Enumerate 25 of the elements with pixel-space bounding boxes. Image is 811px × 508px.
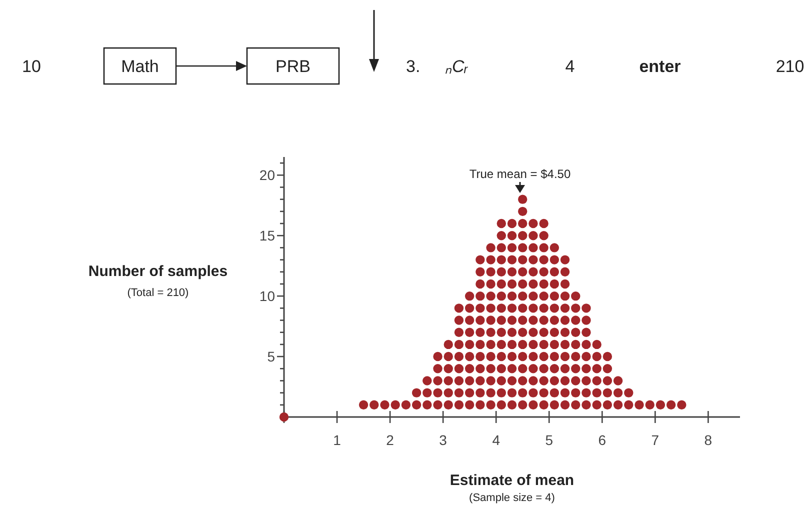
text: (Total = 210) (127, 287, 189, 299)
y-tick-label: 10 (259, 288, 276, 304)
y-tick-label: 20 (259, 167, 276, 184)
y-tick-label: 5 (267, 348, 276, 365)
y-tick-label: 15 (259, 228, 276, 244)
y-axis-title: Number of samples (88, 263, 228, 280)
x-tick-label: 3 (439, 432, 448, 448)
text: enter (639, 57, 682, 76)
text: 4 (565, 57, 575, 76)
x-tick-label: 6 (598, 432, 606, 448)
x-tick-label: 7 (651, 432, 660, 448)
text: 10 (22, 57, 41, 76)
text: (Sample size = 4) (469, 492, 555, 504)
x-tick-label: 1 (333, 432, 342, 448)
x-tick-label: 2 (386, 432, 394, 448)
x-tick-label: 8 (704, 432, 712, 448)
text: PRB (276, 57, 310, 76)
x-axis-title: Estimate of mean (450, 472, 574, 489)
x-tick-label: 5 (545, 432, 554, 448)
text: 210 (776, 57, 804, 76)
text: Math (121, 57, 159, 76)
text: 3. (406, 57, 420, 76)
x-tick-label: 4 (492, 432, 500, 448)
annotation: True mean = $4.50 (469, 167, 571, 181)
text: ₙCᵣ (445, 57, 468, 76)
